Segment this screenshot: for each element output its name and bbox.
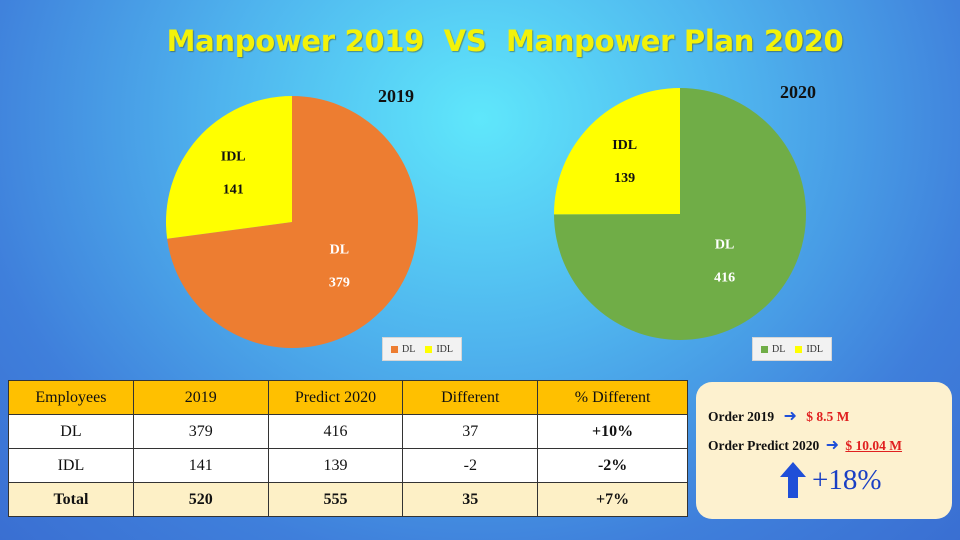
cell-total-percent-different: +7%	[537, 482, 688, 517]
table-row: DL 379 416 37 +10%	[8, 414, 688, 449]
order-2019-value: $ 8.5 M	[806, 409, 850, 424]
data-label-value: 139	[614, 171, 635, 186]
cell-percent-different: +10%	[537, 414, 688, 449]
cell-employees: IDL	[8, 448, 134, 483]
cell-total-label: Total	[8, 482, 134, 517]
cell-predict-2020: 416	[267, 414, 404, 449]
cell-percent-different: -2%	[537, 448, 688, 483]
legend-item-idl: IDL	[795, 344, 823, 355]
pie-slice-idl	[166, 96, 292, 239]
data-label-category: IDL	[221, 150, 246, 165]
right-arrow-icon: ➜	[825, 435, 840, 454]
cell-employees: DL	[8, 414, 134, 449]
cell-2019: 141	[132, 448, 269, 483]
header-predict-2020: Predict 2020	[267, 380, 404, 415]
order-summary-box: Order 2019 ➜ $ 8.5 M Order Predict 2020 …	[696, 382, 952, 519]
table-row: IDL 141 139 -2 -2%	[8, 448, 688, 483]
legend-item-idl: IDL	[425, 344, 453, 355]
data-label-value: 141	[223, 183, 244, 198]
table-header-row: Employees 2019 Predict 2020 Different % …	[8, 380, 688, 415]
legend-swatch-dl	[761, 345, 768, 353]
legend-item-dl: DL	[761, 344, 785, 355]
employee-table: Employees 2019 Predict 2020 Different % …	[8, 380, 688, 517]
legend-2019: DL IDL	[382, 337, 463, 361]
legend-label-dl: DL	[402, 343, 416, 355]
legend-swatch-dl	[391, 345, 398, 353]
legend-swatch-idl	[795, 345, 803, 353]
cell-different: 37	[402, 414, 539, 449]
order-2020-value: $ 10.04 M	[845, 438, 903, 453]
legend-label-idl: IDL	[806, 343, 824, 355]
header-2019: 2019	[132, 380, 269, 415]
cell-different: -2	[402, 448, 539, 483]
data-label-category: IDL	[612, 138, 637, 153]
pie-slice-dl	[167, 96, 419, 348]
cell-total-2019: 520	[132, 482, 269, 517]
cell-2019: 379	[132, 414, 269, 449]
order-2019-label: Order 2019	[708, 409, 775, 424]
pie-slice-dl	[554, 88, 806, 340]
up-arrow-icon	[780, 462, 806, 498]
data-label-value: 416	[714, 270, 735, 285]
cell-total-predict-2020: 555	[267, 482, 404, 517]
growth-percent: +18%	[812, 463, 882, 496]
table-total-row: Total 520 555 35 +7%	[8, 482, 688, 517]
order-2020-line: Order Predict 2020 ➜ $ 10.04 M	[708, 435, 902, 454]
pie-slice-idl	[554, 88, 680, 215]
pie-chart-2019: DL 379 IDL 141	[166, 96, 419, 348]
legend-item-dl: DL	[391, 344, 415, 355]
right-arrow-icon: ➜	[783, 406, 797, 425]
header-employees: Employees	[8, 380, 134, 415]
chart-title-2020: 2020	[780, 82, 816, 102]
order-2020-label: Order Predict 2020	[708, 438, 820, 453]
header-different: Different	[402, 380, 539, 415]
data-label-category: DL	[330, 242, 349, 257]
page-title: Manpower 2019 VS Manpower Plan 2020	[166, 24, 844, 58]
chart-title-2019: 2019	[378, 86, 414, 106]
cell-predict-2020: 139	[267, 448, 404, 483]
order-2019-line: Order 2019 ➜ $ 8.5 M	[708, 406, 849, 425]
data-label-value: 379	[329, 275, 350, 290]
legend-label-dl: DL	[772, 343, 786, 355]
pie-chart-2020: DL 416 IDL 139	[554, 88, 806, 340]
growth-indicator: +18%	[780, 462, 882, 498]
legend-label-idl: IDL	[436, 343, 454, 355]
cell-total-different: 35	[402, 482, 539, 517]
legend-2020: DL IDL	[752, 337, 833, 361]
header-percent-different: % Different	[537, 380, 688, 415]
data-label-category: DL	[715, 237, 734, 252]
legend-swatch-idl	[425, 345, 433, 353]
